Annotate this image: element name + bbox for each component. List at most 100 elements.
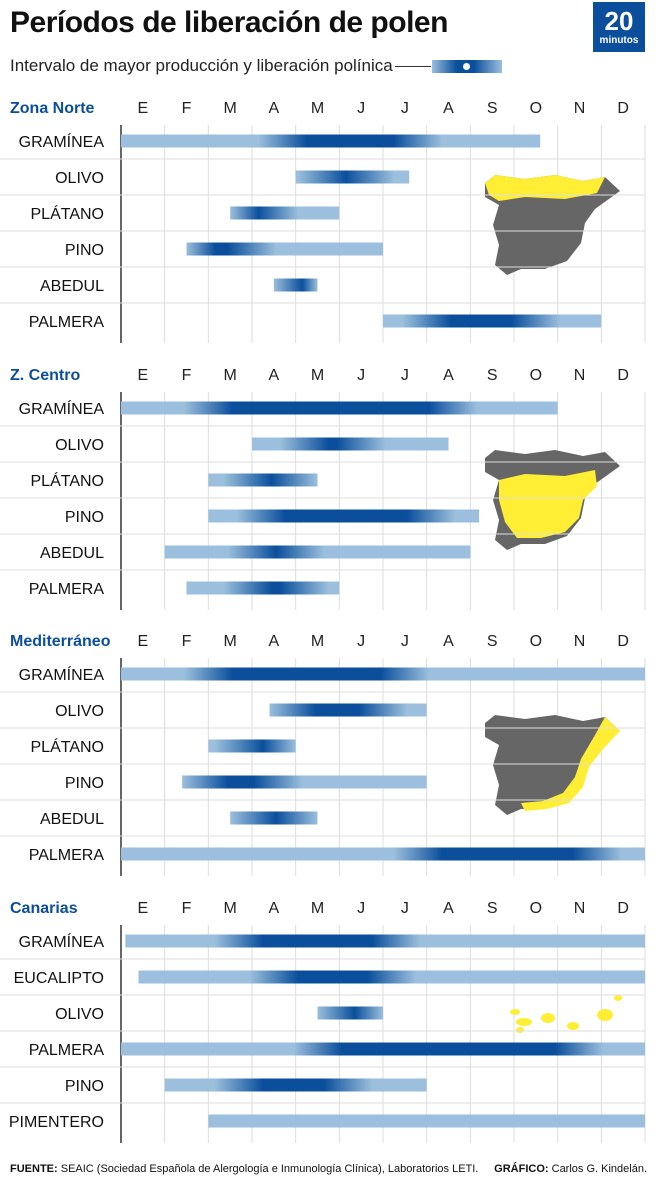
month-label: S (487, 900, 498, 917)
month-label: D (617, 900, 629, 917)
brand-logo: 20 minutos (593, 2, 645, 52)
month-label: A (268, 633, 279, 650)
pollen-period-bar (230, 811, 318, 825)
month-label: M (224, 900, 237, 917)
plant-label: OLIVO (55, 170, 104, 187)
plant-label: ABEDUL (40, 278, 104, 295)
spain-map (485, 715, 620, 815)
month-label: M (311, 100, 324, 117)
source-note: FUENTE: SEAIC (Sociedad Española de Aler… (10, 1163, 478, 1175)
pollen-period-bar (208, 473, 318, 487)
month-label: M (224, 367, 237, 384)
pollen-period-bar (121, 1042, 645, 1056)
month-label: O (530, 367, 542, 384)
pollen-period-bar (273, 278, 318, 292)
canary-island (516, 1018, 532, 1026)
pollen-period-bar (383, 314, 602, 328)
pollen-period-bar (295, 170, 410, 184)
plant-label: PLÁTANO (31, 204, 105, 223)
month-label: F (182, 900, 192, 917)
plant-label: OLIVO (55, 437, 104, 454)
pollen-period-bar (208, 1114, 646, 1128)
plant-label: PALMERA (29, 314, 105, 331)
pollen-period-bar (164, 1078, 427, 1092)
pollen-period-bar (230, 206, 340, 220)
pollen-period-bar (138, 970, 645, 984)
month-label: A (268, 900, 279, 917)
canary-island (516, 1027, 524, 1033)
month-label: O (530, 900, 542, 917)
plant-label: PINO (65, 509, 104, 526)
month-label: O (530, 100, 542, 117)
month-label: N (574, 367, 586, 384)
pollen-period-bar (252, 437, 449, 451)
month-label: N (574, 633, 586, 650)
credit-note: GRÁFICO: Carlos G. Kindelán. (494, 1163, 647, 1175)
page-title: Períodos de liberación de polen (10, 6, 448, 39)
month-label: D (617, 367, 629, 384)
canary-island (567, 1022, 579, 1030)
month-label: J (357, 633, 365, 650)
legend-line (395, 66, 431, 67)
month-label: J (357, 900, 365, 917)
pollen-period-bar (317, 1006, 383, 1020)
region-highlight (499, 470, 597, 538)
plant-label: PALMERA (29, 581, 105, 598)
pollen-period-bar (121, 401, 558, 415)
credit-label: GRÁFICO: (494, 1163, 549, 1175)
month-label: E (137, 900, 148, 917)
credit-text: Carlos G. Kindelán. (548, 1163, 647, 1175)
month-label: J (401, 367, 409, 384)
month-label: J (401, 100, 409, 117)
month-label: F (182, 367, 192, 384)
logo-number: 20 (604, 6, 634, 36)
month-label: E (137, 100, 148, 117)
plant-label: OLIVO (55, 703, 104, 720)
month-label: A (268, 100, 279, 117)
plant-label: PIMENTERO (9, 1114, 104, 1131)
region-highlight (521, 717, 620, 811)
pollen-period-bar (121, 134, 541, 148)
canary-island (541, 1013, 555, 1023)
plant-label: PINO (65, 775, 104, 792)
source-label: FUENTE: (10, 1163, 58, 1175)
month-label: D (617, 633, 629, 650)
month-label: A (268, 367, 279, 384)
month-label: J (357, 100, 365, 117)
pollen-period-bar (208, 739, 296, 753)
plant-label: GRAMÍNEA (19, 932, 105, 951)
month-label: F (182, 100, 192, 117)
month-label: M (311, 900, 324, 917)
month-label: J (401, 633, 409, 650)
month-label: A (443, 100, 454, 117)
month-label: E (137, 633, 148, 650)
pollen-period-bar (269, 703, 427, 717)
month-label: O (530, 633, 542, 650)
plant-label: PINO (65, 1078, 104, 1095)
month-label: A (443, 633, 454, 650)
pollen-period-bar (164, 545, 471, 559)
canary-island (597, 1009, 613, 1021)
month-label: N (574, 900, 586, 917)
canary-island (614, 995, 622, 1001)
month-label: M (311, 633, 324, 650)
month-label: M (224, 100, 237, 117)
month-label: J (401, 900, 409, 917)
month-label: E (137, 367, 148, 384)
region-title: Canarias (10, 900, 78, 917)
month-label: M (311, 367, 324, 384)
source-text: SEAIC (Sociedad Española de Alergología … (57, 1163, 479, 1175)
month-label: A (443, 367, 454, 384)
plant-label: GRAMÍNEA (19, 132, 105, 151)
plant-label: OLIVO (55, 1006, 104, 1023)
month-label: S (487, 367, 498, 384)
plant-label: PINO (65, 242, 104, 259)
region-title: Mediterráneo (10, 633, 111, 650)
pollen-period-bar (208, 509, 480, 523)
month-label: M (224, 633, 237, 650)
month-label: D (617, 100, 629, 117)
legend-dot-icon (462, 62, 471, 71)
plant-label: EUCALIPTO (14, 970, 104, 987)
plant-label: PLÁTANO (31, 737, 105, 756)
